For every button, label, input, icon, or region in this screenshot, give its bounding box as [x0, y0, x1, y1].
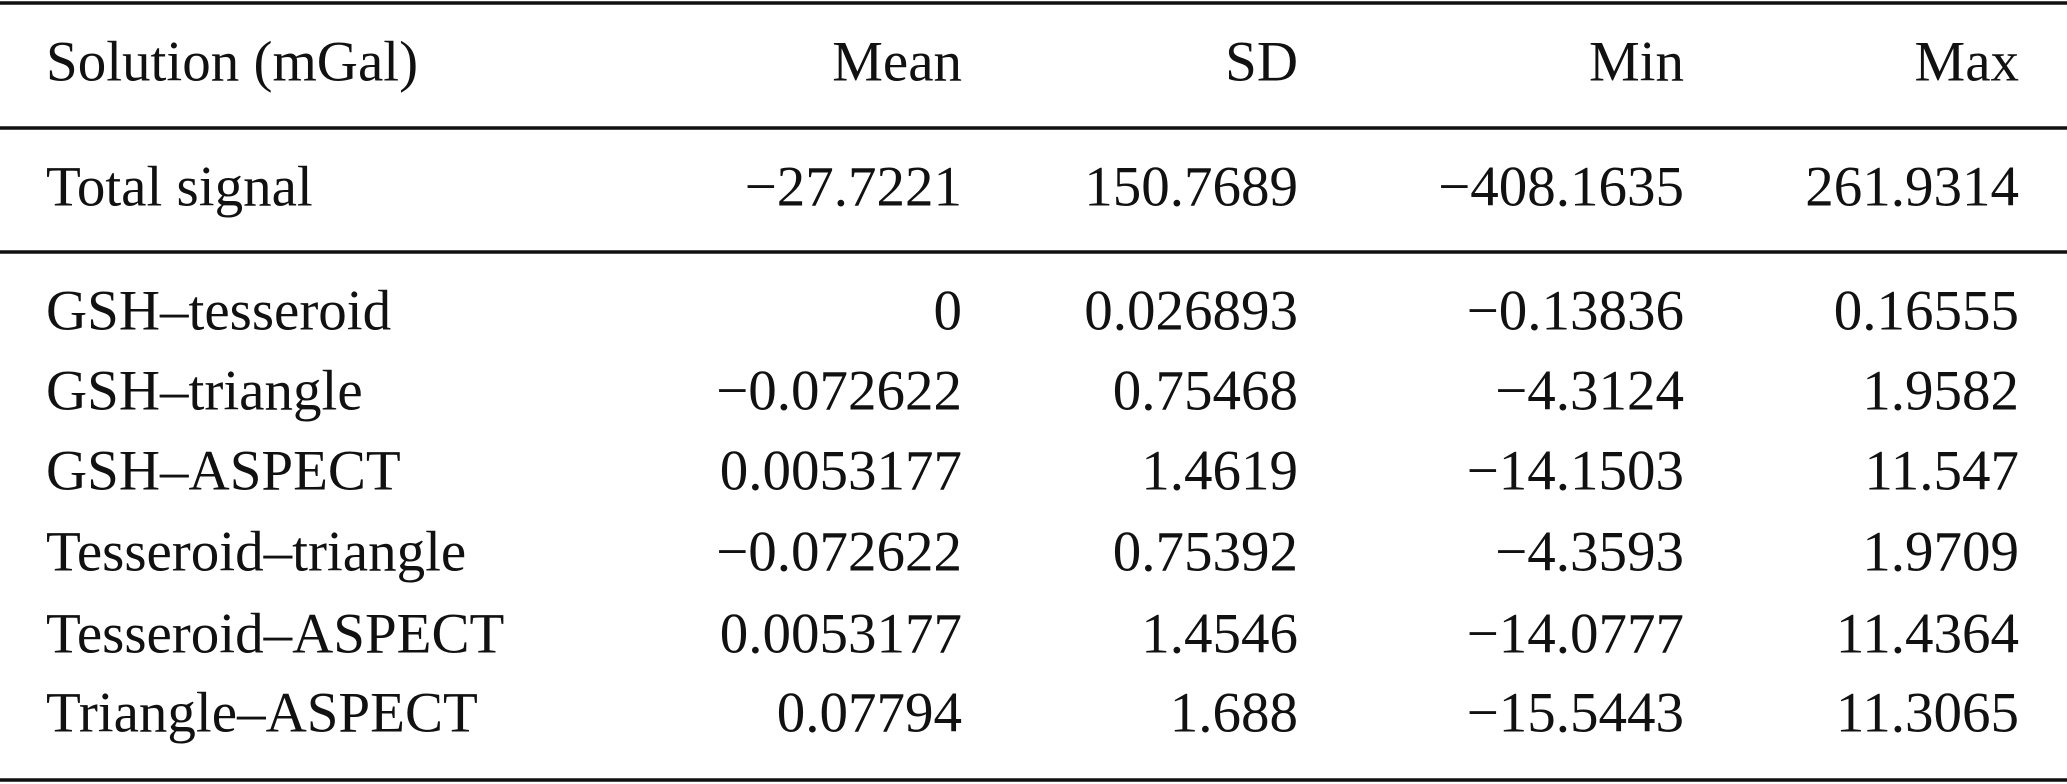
row-label: GSH–ASPECT — [46, 440, 401, 503]
cell: −14.1503 — [1467, 440, 1684, 503]
row-label: Total signal — [46, 156, 313, 219]
cell: 1.9582 — [1862, 360, 2019, 423]
cell: 0.0053177 — [720, 440, 962, 503]
row-label: GSH–tesseroid — [46, 280, 391, 343]
cell: −408.1635 — [1438, 156, 1684, 219]
cell: 11.4364 — [1836, 603, 2019, 666]
header-cell: SD — [1225, 31, 1298, 94]
cell: 0.07794 — [777, 682, 962, 745]
cell: 11.3065 — [1836, 682, 2019, 745]
cell: −0.13836 — [1467, 280, 1684, 343]
header-cell: Solution (mGal) — [46, 31, 418, 94]
cell: 0.026893 — [1084, 280, 1298, 343]
cell: 261.9314 — [1805, 156, 2019, 219]
cell: 1.4546 — [1141, 603, 1298, 666]
cell: 1.9709 — [1862, 521, 2019, 584]
cell: 11.547 — [1864, 440, 2019, 503]
cell: 0.75468 — [1113, 360, 1298, 423]
cell: 0 — [934, 280, 963, 343]
cell: −4.3124 — [1495, 360, 1684, 423]
cell: −0.072622 — [716, 521, 962, 584]
header-cell: Mean — [832, 31, 962, 94]
cell: −0.072622 — [716, 360, 962, 423]
row-label: Triangle–ASPECT — [46, 682, 478, 745]
row-label: Tesseroid–triangle — [46, 521, 466, 584]
cell: 1.4619 — [1141, 440, 1298, 503]
cell: 0.0053177 — [720, 603, 962, 666]
cell: 0.16555 — [1834, 280, 2019, 343]
cell: 0.75392 — [1113, 521, 1298, 584]
cell: −4.3593 — [1495, 521, 1684, 584]
cell: 150.7689 — [1084, 156, 1298, 219]
header-cell: Max — [1915, 31, 2019, 94]
cell: −27.7221 — [745, 156, 962, 219]
row-label: Tesseroid–ASPECT — [46, 603, 504, 666]
header-cell: Min — [1589, 31, 1684, 94]
cell: −15.5443 — [1467, 682, 1684, 745]
row-label: GSH–triangle — [46, 360, 363, 423]
cell: −14.0777 — [1467, 603, 1684, 666]
cell: 1.688 — [1170, 682, 1298, 745]
